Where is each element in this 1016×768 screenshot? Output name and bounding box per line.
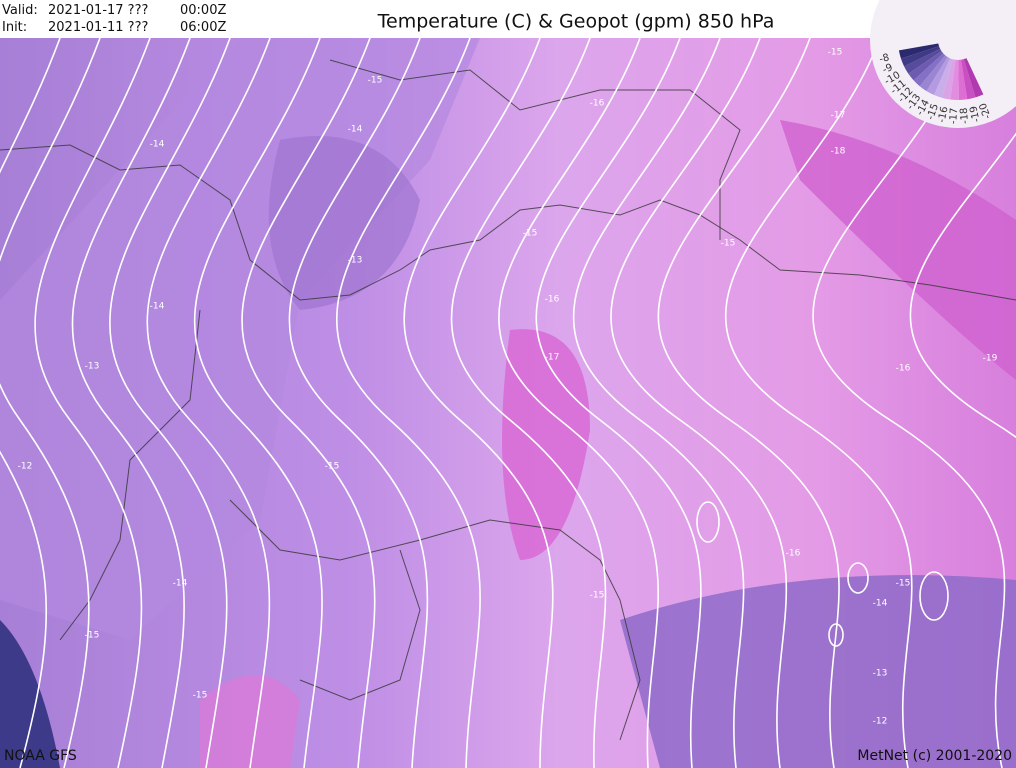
init-date: 2021-01-11 ??? <box>48 20 148 35</box>
isohypse <box>919 571 949 621</box>
map-area: -15-15-16-17-14-14-18-15-15-13-16-14-19-… <box>0 38 1016 768</box>
contour-label: -15 <box>828 48 843 58</box>
isohypse <box>403 38 554 768</box>
legend-label: -19 <box>968 105 982 123</box>
isohypse <box>0 38 101 768</box>
contour-label: -13 <box>873 669 888 679</box>
header-band <box>0 0 1016 38</box>
isohypse <box>657 38 840 768</box>
contour-label: -15 <box>85 631 100 641</box>
contour-label: -17 <box>545 353 560 363</box>
contour-label: -15 <box>368 76 383 86</box>
contour-label: -14 <box>173 579 188 589</box>
contour-label: -18 <box>831 147 846 157</box>
border <box>329 59 741 240</box>
contour-label: -15 <box>523 229 538 239</box>
legend-label: -8 <box>878 52 890 65</box>
border <box>0 144 1016 301</box>
legend-label: -18 <box>959 107 971 124</box>
contour-label: -17 <box>831 111 846 121</box>
isohypse <box>696 501 720 543</box>
contour-label: -13 <box>85 362 100 372</box>
color-legend: -8-9-10-11-12-13-14-15-16-17-18-19-20 <box>870 0 1016 128</box>
isohypse <box>812 38 1006 768</box>
isohypses <box>0 38 1016 768</box>
isohypse <box>725 38 913 768</box>
warm-region <box>200 675 300 768</box>
legend-label: -15 <box>925 102 941 121</box>
cold-region <box>268 136 420 310</box>
contour-label: -12 <box>873 717 888 727</box>
isohypse <box>909 132 1016 439</box>
contour-label: -14 <box>150 302 165 312</box>
isohypse <box>572 38 745 768</box>
isohypse <box>34 38 151 768</box>
border <box>229 499 641 741</box>
contour-label: -14 <box>873 599 888 609</box>
isohypse <box>71 38 191 768</box>
valid-time: 00:00Z <box>180 3 226 18</box>
contour-label: -15 <box>721 239 736 249</box>
contour-label: -13 <box>348 256 363 266</box>
map-title: Temperature (C) & Geopot (gpm) 850 hPa <box>377 11 775 33</box>
contour-label: -16 <box>590 99 605 109</box>
isohypse <box>610 38 788 768</box>
contour-label: -12 <box>18 462 33 472</box>
isohypse <box>828 623 844 647</box>
warm-region <box>502 329 590 560</box>
contour-label: -16 <box>786 549 801 559</box>
legend-label: -16 <box>937 106 951 124</box>
valid-label: Valid: <box>2 3 38 18</box>
isohypse <box>194 38 323 768</box>
legend-hub <box>938 20 978 60</box>
credit: MetNet (c) 2001-2020 <box>857 748 1012 764</box>
legend-label: -20 <box>978 101 994 120</box>
contour-label: -15 <box>896 579 911 589</box>
isohypse <box>498 38 659 768</box>
contour-label: -16 <box>545 295 560 305</box>
cold-region <box>0 620 60 768</box>
source: NOAA GFS <box>4 748 77 764</box>
isohypse <box>0 38 61 768</box>
isohypse <box>288 38 429 768</box>
legend-label: -9 <box>881 62 894 76</box>
contour-label: -14 <box>150 140 165 150</box>
contour-label: -19 <box>983 354 998 364</box>
cold-region <box>620 575 1016 768</box>
valid-date: 2021-01-17 ??? <box>48 3 148 18</box>
borders <box>0 59 1016 741</box>
isohypse <box>241 38 376 768</box>
isohypse <box>450 38 607 768</box>
border <box>59 309 201 641</box>
init-label: Init: <box>2 20 27 35</box>
border <box>299 549 421 701</box>
isohypse <box>109 38 231 768</box>
contour-labels: -15-15-16-17-14-14-18-15-15-13-16-14-19-… <box>18 48 998 727</box>
contour-label: -16 <box>896 364 911 374</box>
isohypse <box>847 562 869 594</box>
contour-label: -15 <box>590 591 605 601</box>
isohypse <box>535 38 702 768</box>
contour-label: -14 <box>348 125 363 135</box>
isohypse <box>146 38 271 768</box>
legend-label: -17 <box>948 107 960 124</box>
contour-label: -15 <box>193 691 208 701</box>
isohypse <box>335 38 481 768</box>
warm-region <box>780 120 1016 380</box>
init-time: 06:00Z <box>180 20 226 35</box>
contour-label: -15 <box>325 462 340 472</box>
